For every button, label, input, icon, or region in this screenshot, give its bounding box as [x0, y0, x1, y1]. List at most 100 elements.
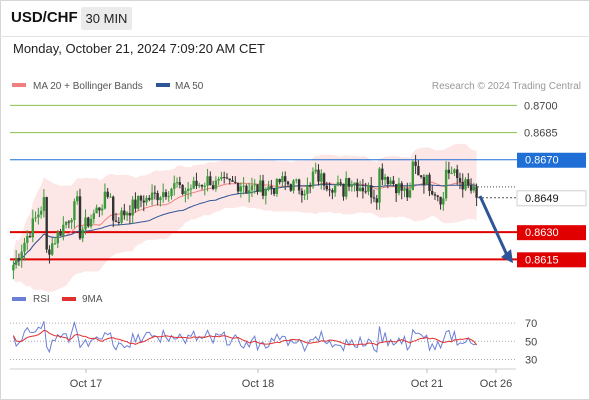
- candle-body: [356, 182, 359, 191]
- candle-body: [23, 242, 26, 252]
- candle-body: [131, 199, 134, 216]
- candle-body: [214, 180, 218, 189]
- candle-body: [117, 222, 120, 223]
- candle-body: [383, 177, 387, 180]
- candle-body: [142, 200, 145, 203]
- bollinger-band-area: [13, 143, 477, 293]
- candle-body: [345, 178, 348, 197]
- candle-body: [89, 219, 93, 227]
- candle-body: [31, 218, 34, 238]
- candle-body: [320, 173, 323, 182]
- candle-body: [125, 213, 129, 216]
- candle-body: [203, 185, 206, 187]
- candle-body: [92, 213, 95, 219]
- candle-body: [378, 168, 381, 203]
- candle-body: [461, 182, 464, 190]
- candle-body: [167, 196, 170, 198]
- candle-body: [128, 213, 132, 216]
- candle-body: [456, 169, 459, 178]
- candle-body: [64, 221, 68, 225]
- candle-body: [331, 190, 334, 193]
- candle-body: [195, 180, 198, 186]
- candle-body: [42, 197, 46, 211]
- candle-body: [397, 183, 401, 194]
- candle-body: [339, 182, 342, 184]
- candle-body: [358, 187, 362, 191]
- candle-body: [475, 186, 478, 198]
- candle-body: [292, 180, 295, 191]
- rsi-tick-50: 50: [525, 336, 537, 348]
- candle-body: [403, 188, 406, 191]
- candle-body: [145, 197, 148, 203]
- candle-body: [34, 217, 37, 219]
- candle-body: [414, 161, 417, 166]
- candle-body: [73, 201, 76, 221]
- candle-body: [150, 192, 154, 200]
- level-box-0.8615: [517, 252, 586, 268]
- candle-body: [178, 182, 181, 185]
- candle-body: [428, 174, 431, 191]
- candle-body: [325, 185, 328, 190]
- candle-body: [303, 193, 306, 196]
- candle-body: [317, 169, 320, 182]
- rsi-legend-label: RSI: [33, 294, 50, 305]
- candle-body: [175, 182, 179, 184]
- candle-body: [419, 175, 423, 177]
- level-label-0.8685: 0.8685: [524, 128, 558, 140]
- level-label-0.8700: 0.8700: [524, 100, 558, 112]
- bollinger-band: [13, 143, 477, 293]
- candle-body: [306, 185, 309, 194]
- rsi-ma-legend-label: 9MA: [82, 294, 103, 305]
- candlesticks: [12, 154, 478, 280]
- candle-body: [386, 177, 390, 185]
- candle-body: [295, 179, 298, 181]
- candle-body: [223, 177, 226, 178]
- candle-body: [106, 191, 109, 197]
- candle-body: [139, 196, 143, 201]
- candle-body: [375, 198, 378, 203]
- candle-body: [422, 177, 426, 185]
- candle-body: [400, 183, 403, 191]
- candle-body: [198, 184, 201, 186]
- candle-body: [200, 184, 204, 187]
- candle-body: [264, 189, 267, 196]
- candle-body: [392, 180, 395, 184]
- candle-body: [39, 210, 43, 215]
- candle-body: [134, 199, 137, 209]
- candle-body: [267, 186, 270, 190]
- ma20-legend-swatch: [12, 83, 26, 87]
- candle-body: [364, 191, 367, 193]
- candle-body: [100, 208, 104, 211]
- ma20-legend-label: MA 20 + Bollinger Bands: [33, 81, 143, 92]
- candle-body: [12, 264, 15, 271]
- candle-body: [37, 214, 40, 218]
- candle-body: [309, 185, 312, 187]
- candle-body: [408, 190, 412, 198]
- candle-body: [450, 173, 453, 174]
- candle-body: [231, 180, 234, 182]
- candle-body: [20, 251, 23, 260]
- candle-body: [417, 166, 420, 176]
- candle-body: [406, 188, 409, 198]
- timeframe-badge[interactable]: 30 MIN: [81, 7, 132, 30]
- candle-body: [48, 249, 51, 255]
- candle-body: [209, 176, 212, 186]
- current-price: 0.8649: [478, 186, 587, 207]
- candle-body: [248, 190, 251, 194]
- candle-body: [62, 224, 65, 236]
- rsi-legend-swatch: [12, 297, 26, 301]
- candle-body: [192, 180, 195, 189]
- candle-body: [447, 169, 451, 174]
- candle-body: [53, 243, 57, 245]
- candle-body: [278, 179, 281, 183]
- ma50-legend-label: MA 50: [175, 81, 204, 92]
- candle-body: [275, 179, 279, 194]
- candle-body: [467, 179, 470, 186]
- candle-body: [234, 181, 237, 183]
- candle-body: [464, 179, 467, 190]
- chart-header: USD/CHF 30 MIN: [0, 0, 590, 37]
- candle-body: [236, 183, 240, 192]
- candle-body: [173, 183, 176, 189]
- candle-body: [328, 189, 331, 191]
- candle-body: [164, 192, 168, 197]
